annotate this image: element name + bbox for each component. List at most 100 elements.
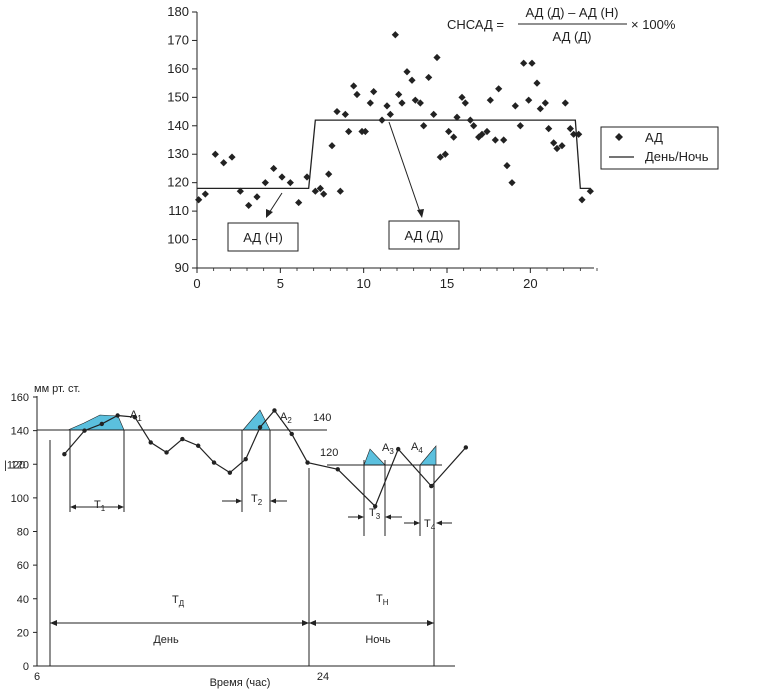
t3-arrowhead-left — [358, 514, 364, 520]
night-annotation-label: АД (Н) — [243, 230, 283, 245]
bp-point — [270, 164, 278, 173]
bp-point — [520, 59, 528, 67]
bottom-y-tick-label: 100 — [11, 493, 29, 505]
bp-point — [541, 99, 549, 107]
top-x-tick-label: 0 — [193, 276, 200, 291]
bp-point — [511, 102, 519, 110]
bp-point — [458, 93, 466, 101]
bp-curve-point — [429, 483, 434, 489]
bp-point — [411, 96, 419, 104]
top-y-tick-label: 90 — [175, 260, 189, 275]
bp-point — [325, 170, 333, 178]
top-y-tick-label: 100 — [167, 232, 189, 247]
top-x-ticks: 0 5 10 15 20 — [193, 268, 598, 291]
bottom-y-tick-label: 60 — [17, 560, 29, 572]
t2-arrowhead-right — [270, 498, 276, 504]
bp-point — [303, 173, 311, 181]
bp-point — [403, 68, 411, 76]
top-formula: СНСАД = АД (Д) – АД (Н) АД (Д) × 100% — [447, 5, 676, 44]
bp-point — [383, 102, 391, 110]
t4-arrowhead-right — [436, 520, 442, 526]
td-label: TД — [172, 594, 185, 608]
legend-diamond-marker — [615, 133, 623, 141]
day-annotation-arrowhead — [417, 209, 424, 218]
bp-point — [436, 153, 444, 161]
bp-point — [486, 96, 494, 104]
bp-point — [408, 76, 416, 84]
bottom-y-tick-label: 160 — [11, 392, 29, 404]
bottom-y-tick-label: 0 — [23, 661, 29, 673]
night-period-label: Ночь — [365, 634, 391, 646]
bp-point — [508, 179, 516, 187]
bp-points — [62, 408, 469, 509]
bottom-y-tick-label: 120 — [11, 459, 29, 471]
bp-point — [316, 184, 324, 192]
bp-curve-point — [289, 431, 294, 437]
bp-point — [366, 99, 374, 107]
bp-point — [525, 96, 533, 104]
formula-suffix: × 100% — [631, 17, 676, 32]
top-y-ticks: 90 100 110 120 130 140 150 160 170 180 — [167, 4, 197, 275]
bp-point — [558, 142, 566, 150]
bp-point — [286, 179, 294, 187]
bp-point — [211, 150, 219, 158]
day-annotation-box — [388, 220, 460, 250]
top-y-tick-label: 180 — [167, 4, 189, 19]
bp-point — [545, 125, 553, 133]
bottom-y-tick-label: 80 — [17, 527, 29, 539]
threshold-140-label: 140 — [313, 412, 331, 424]
threshold-120-label: 120 — [320, 447, 338, 459]
bp-point — [333, 107, 341, 116]
bottom-y-tick-label: 20 — [17, 627, 29, 639]
night-annotation: АД (Н) — [227, 192, 299, 252]
bp-curve-point — [132, 414, 138, 420]
top-legend: АД День/Ночь — [600, 126, 719, 170]
bp-point — [220, 159, 228, 167]
bp-point — [425, 73, 433, 82]
bottom-y-label: мм рт. ст. — [34, 383, 80, 395]
bp-curve-point — [243, 457, 248, 462]
top-y-tick-label: 160 — [167, 61, 189, 76]
bp-point — [236, 187, 244, 195]
area-a2-label: A2 — [280, 411, 292, 425]
bp-point — [201, 190, 209, 198]
top-y-tick-label: 120 — [167, 175, 189, 190]
bottom-y-ticks: 0 20 40 60 80 100 120 140 160 |120 — [4, 392, 37, 673]
day-period-label: День — [153, 634, 179, 646]
day-annotation: АД (Д) — [388, 121, 460, 250]
bp-point — [453, 113, 461, 121]
top-x-tick-label: 20 — [523, 276, 537, 291]
bp-curve-point — [115, 413, 120, 418]
top-points — [195, 31, 594, 210]
formula-denominator: АД (Д) — [553, 29, 592, 44]
t3-arrowhead-right — [385, 514, 391, 520]
bp-curve-point — [396, 446, 401, 452]
day-annotation-arrow — [388, 121, 421, 213]
bp-point — [470, 122, 478, 130]
bp-curve-point — [99, 421, 105, 427]
bottom-x-label: Время (час) — [210, 677, 271, 689]
top-x-tick-label: 5 — [277, 276, 284, 291]
bp-curve-point — [180, 436, 185, 442]
bottom-x-ticks: 6 24 — [34, 671, 329, 683]
top-y-tick-label: 140 — [167, 118, 189, 133]
formula-lhs: СНСАД = — [447, 17, 504, 32]
legend-box — [600, 126, 719, 170]
bp-point — [483, 127, 491, 136]
bp-point — [370, 88, 378, 96]
interval-markers — [50, 430, 452, 626]
bp-point — [491, 136, 499, 144]
night-annotation-box — [227, 222, 299, 252]
bp-point — [441, 150, 449, 158]
bp-point — [320, 190, 328, 198]
bp-curve-point — [335, 467, 340, 472]
bp-curve-point — [211, 460, 217, 465]
top-y-tick-label: 110 — [168, 203, 189, 218]
bp-point — [395, 90, 403, 99]
bp-point — [386, 110, 394, 118]
bottom-x-tick-label: 24 — [317, 671, 329, 683]
t2-label: T2 — [251, 493, 263, 507]
bp-point — [430, 110, 438, 118]
bottom-chart: мм рт. ст. 0 20 40 60 80 100 120 140 160 |120 6 24… — [4, 383, 469, 689]
